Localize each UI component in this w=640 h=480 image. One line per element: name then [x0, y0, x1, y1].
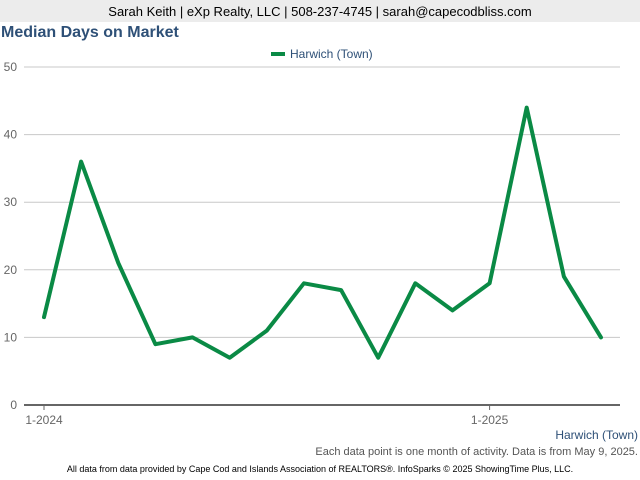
- footer-series-label: Harwich (Town): [555, 428, 638, 442]
- x-tick-label: 1-2024: [25, 413, 63, 427]
- y-tick-label: 20: [4, 263, 18, 277]
- header-contact-bar: Sarah Keith | eXp Realty, LLC | 508-237-…: [0, 0, 640, 22]
- y-tick-label: 0: [10, 398, 17, 412]
- footer-note: Each data point is one month of activity…: [315, 446, 638, 458]
- footer-credit: All data from data provided by Cape Cod …: [66, 464, 574, 474]
- data-point: [563, 276, 565, 278]
- data-point: [80, 161, 82, 163]
- data-point: [600, 336, 602, 338]
- legend-swatch: [271, 52, 285, 56]
- data-point: [526, 107, 528, 109]
- data-point: [377, 357, 379, 359]
- y-tick-label: 40: [4, 128, 18, 142]
- data-point: [303, 282, 305, 284]
- data-point: [117, 262, 119, 264]
- series-line: [42, 105, 603, 360]
- x-tick-label: 1-2025: [471, 413, 509, 427]
- data-point: [451, 309, 453, 311]
- y-tick-label: 30: [4, 195, 18, 209]
- data-point: [43, 316, 45, 318]
- data-point: [414, 282, 416, 284]
- chart-title: Median Days on Market: [1, 24, 179, 41]
- data-point: [229, 357, 231, 359]
- data-point: [192, 336, 194, 338]
- data-point: [154, 343, 156, 345]
- y-tick-label: 10: [4, 330, 18, 344]
- data-point: [266, 330, 268, 332]
- data-point: [340, 289, 342, 291]
- legend: Harwich (Town): [271, 46, 373, 62]
- legend-label: Harwich (Town): [290, 47, 373, 61]
- contact-text: Sarah Keith | eXp Realty, LLC | 508-237-…: [108, 3, 532, 19]
- y-tick-label: 50: [4, 60, 18, 74]
- data-point: [489, 282, 491, 284]
